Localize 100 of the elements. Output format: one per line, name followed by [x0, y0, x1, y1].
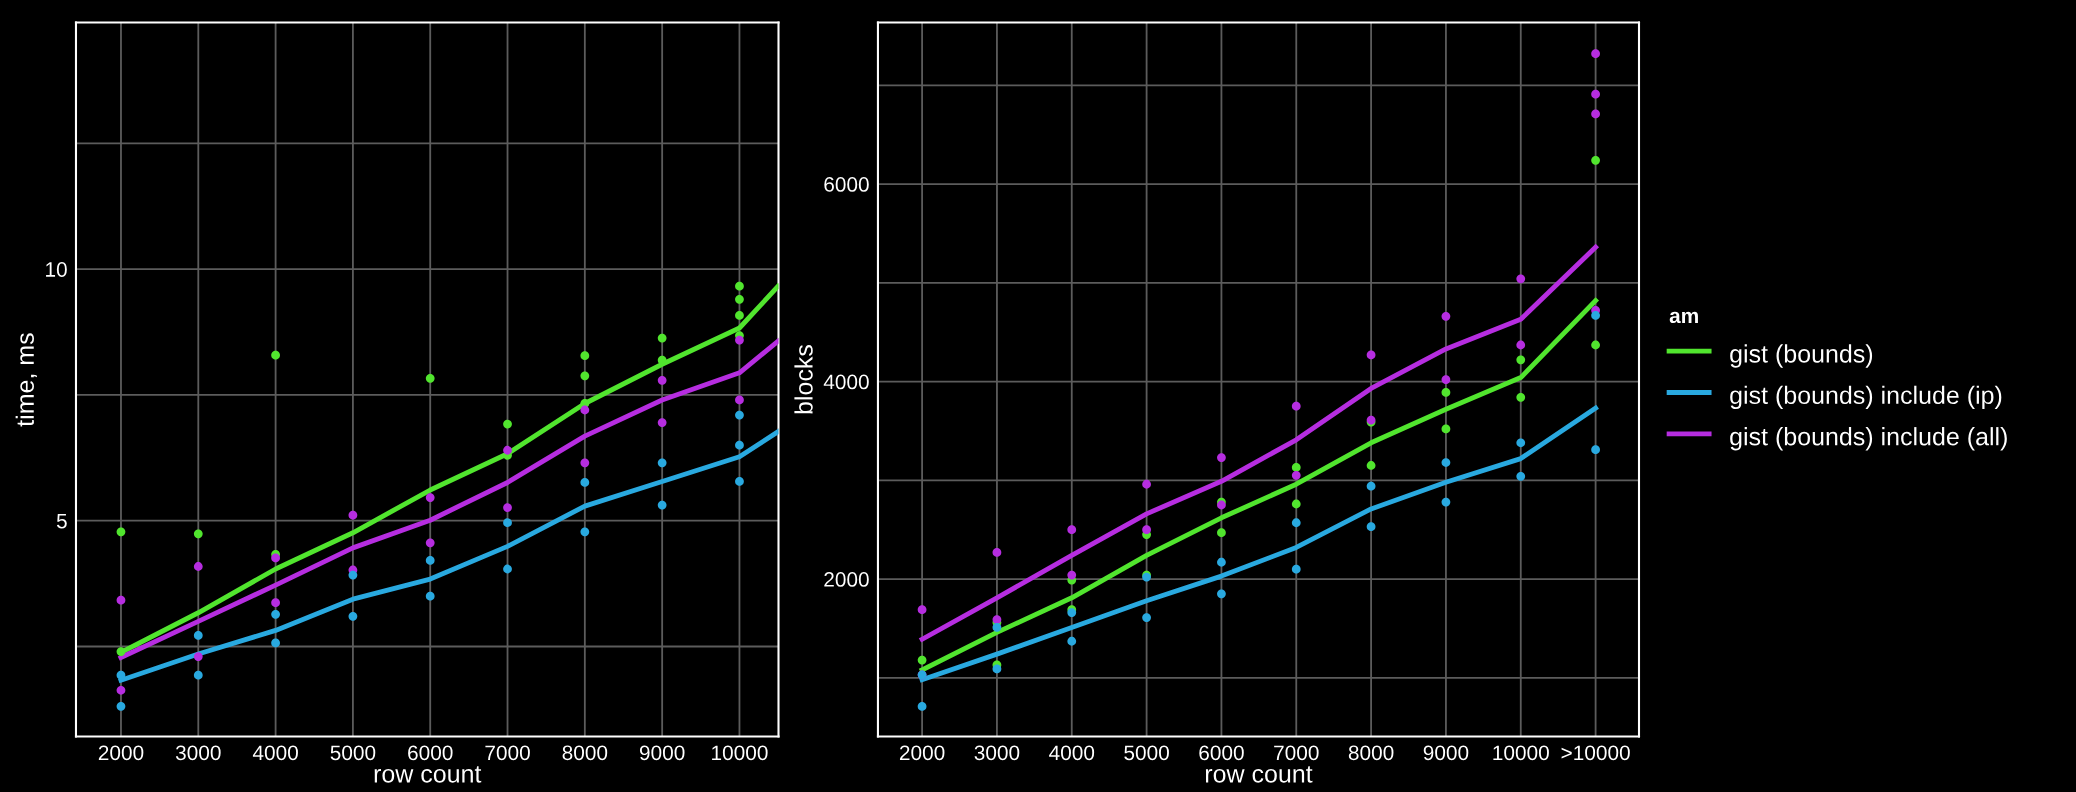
- point: [1142, 525, 1151, 535]
- point: [735, 477, 744, 486]
- point: [1366, 481, 1376, 491]
- point: [116, 527, 126, 537]
- line-series: [118, 429, 779, 683]
- legend-label: gist (bounds): [1730, 344, 1873, 368]
- point: [348, 510, 358, 520]
- point: [1291, 499, 1301, 509]
- point: [116, 701, 126, 711]
- y-tick-label: 5: [56, 513, 67, 529]
- point: [1291, 518, 1301, 528]
- point: [503, 518, 512, 528]
- point: [580, 527, 590, 537]
- point: [271, 553, 280, 563]
- point: [425, 591, 435, 601]
- point: [1516, 340, 1526, 350]
- point: [580, 371, 590, 381]
- point: [1441, 424, 1451, 434]
- x-axis-title: row count: [374, 766, 482, 783]
- point: [503, 419, 512, 429]
- point: [1441, 458, 1451, 467]
- point: [1516, 274, 1526, 284]
- point: [580, 478, 590, 487]
- x-tick-label: 10000: [712, 745, 768, 761]
- legend-label: gist (bounds) include (ip): [1730, 385, 2002, 410]
- x-tick-label: 5000: [1124, 745, 1169, 761]
- point: [193, 652, 203, 661]
- line-series: [919, 405, 1599, 683]
- point: [1516, 471, 1526, 481]
- point: [271, 598, 280, 608]
- point: [1291, 564, 1301, 574]
- point: [503, 503, 512, 513]
- x-tick-label: 6000: [1199, 745, 1244, 761]
- legend-label: gist (bounds) include (all): [1730, 427, 2007, 451]
- point: [735, 410, 744, 420]
- x-tick-label: 8000: [562, 745, 608, 761]
- y-tick-label: 4000: [823, 374, 869, 390]
- point: [917, 655, 927, 665]
- x-tick-label: 9000: [1423, 745, 1469, 761]
- point: [1217, 528, 1226, 538]
- point: [1441, 497, 1451, 507]
- line-series: [118, 338, 779, 660]
- x-tick-label: 2000: [98, 745, 144, 761]
- x-tick-label: 3000: [175, 745, 221, 761]
- x-tick-label: 2000: [899, 745, 945, 761]
- point: [425, 556, 435, 565]
- point: [1441, 375, 1451, 384]
- point: [1591, 89, 1600, 99]
- point: [580, 405, 590, 415]
- point: [735, 395, 744, 405]
- point: [1067, 636, 1077, 646]
- point: [1591, 155, 1600, 165]
- x-tick-label: 6000: [408, 745, 453, 761]
- point: [425, 493, 435, 502]
- point: [1516, 438, 1526, 448]
- point: [1142, 479, 1151, 489]
- point: [657, 375, 667, 385]
- point: [116, 685, 126, 695]
- point: [1441, 311, 1451, 321]
- point: [1516, 392, 1526, 402]
- point: [503, 564, 512, 574]
- point: [657, 458, 667, 468]
- y-tick-label: 6000: [824, 177, 869, 192]
- point: [116, 670, 126, 680]
- point: [1591, 109, 1600, 119]
- x-tick-label: 5000: [330, 745, 376, 761]
- x-tick-label: 4000: [1049, 745, 1095, 761]
- point: [1067, 570, 1077, 580]
- point: [503, 445, 512, 455]
- point: [1142, 613, 1151, 622]
- y-axis-title: blocks: [794, 345, 813, 414]
- x-tick-label: 4000: [252, 745, 298, 761]
- point: [1591, 445, 1600, 455]
- point: [1366, 461, 1376, 470]
- y-tick-label: 2000: [824, 572, 869, 587]
- x-tick-label: 10000: [1493, 745, 1549, 761]
- point: [271, 638, 280, 648]
- point: [992, 547, 1002, 557]
- point: [271, 609, 280, 619]
- point: [193, 670, 203, 680]
- y-axis-title: time, ms: [15, 333, 37, 427]
- point: [1366, 522, 1376, 532]
- x-tick-label: 3000: [974, 745, 1020, 761]
- x-tick-label: 9000: [639, 745, 685, 761]
- point: [735, 440, 744, 450]
- point: [1441, 388, 1451, 397]
- point: [1217, 453, 1226, 462]
- point: [193, 631, 203, 640]
- point: [425, 373, 435, 383]
- legend-title: am: [1669, 311, 1698, 324]
- point: [1291, 470, 1301, 480]
- point: [735, 281, 744, 291]
- point: [735, 335, 744, 345]
- point: [116, 595, 126, 605]
- point: [917, 605, 927, 615]
- point: [1291, 463, 1301, 472]
- point: [735, 311, 744, 320]
- point: [193, 529, 203, 539]
- point: [116, 647, 126, 656]
- x-tick-label: 7000: [485, 745, 530, 761]
